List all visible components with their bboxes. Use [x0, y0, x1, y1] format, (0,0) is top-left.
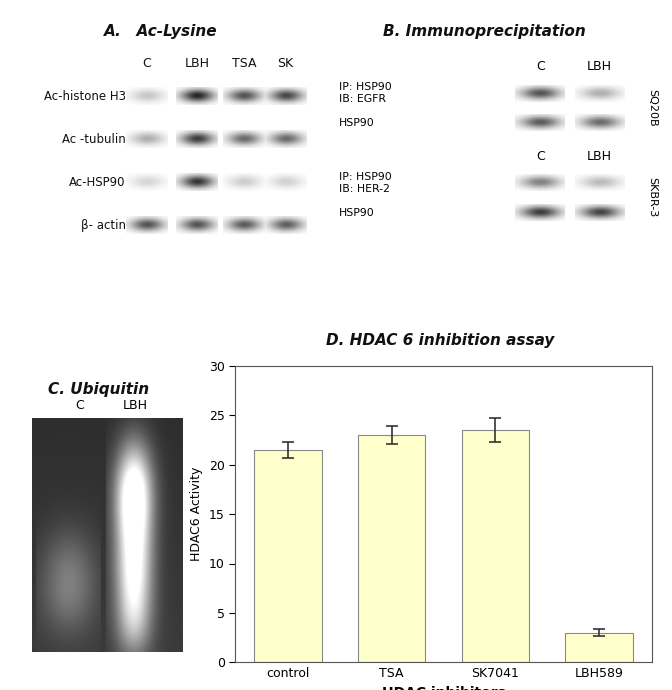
Text: HSP90: HSP90	[339, 118, 375, 128]
Text: LBH: LBH	[587, 60, 612, 73]
Text: HSP90: HSP90	[339, 208, 375, 217]
Text: C: C	[536, 150, 544, 163]
Bar	[462, 430, 529, 662]
Text: C: C	[536, 60, 544, 73]
Text: IB: EGFR: IB: EGFR	[339, 95, 386, 104]
Y-axis label: HDAC6 Activity: HDAC6 Activity	[190, 467, 204, 561]
X-axis label: HDAC inhibitors: HDAC inhibitors	[382, 686, 505, 690]
Text: LBH: LBH	[587, 150, 612, 163]
Text: Ac-histone H3: Ac-histone H3	[44, 90, 126, 103]
Text: LBH: LBH	[123, 400, 149, 413]
Text: Ac-HSP90: Ac-HSP90	[69, 176, 126, 189]
Text: D. HDAC 6 inhibition assay: D. HDAC 6 inhibition assay	[326, 333, 554, 348]
Text: B. Immunoprecipitation: B. Immunoprecipitation	[383, 23, 585, 39]
Text: C: C	[142, 57, 151, 70]
Text: IP: HSP90: IP: HSP90	[339, 172, 392, 181]
Bar	[565, 633, 633, 662]
Text: C. Ubiquitin: C. Ubiquitin	[48, 382, 149, 397]
Text: TSA: TSA	[232, 57, 256, 70]
Bar	[254, 450, 322, 662]
Text: β- actin: β- actin	[81, 219, 126, 233]
Bar	[358, 435, 425, 662]
Text: IP: HSP90: IP: HSP90	[339, 82, 392, 92]
Text: IB: HER-2: IB: HER-2	[339, 184, 390, 194]
Text: A.   Ac-Lysine: A. Ac-Lysine	[104, 23, 218, 39]
Text: SKBR-3: SKBR-3	[647, 177, 657, 218]
Text: SK: SK	[278, 57, 294, 70]
Text: SQ20B: SQ20B	[647, 90, 657, 127]
Text: Ac -tubulin: Ac -tubulin	[62, 133, 126, 146]
Text: LBH: LBH	[184, 57, 209, 70]
Text: C: C	[75, 400, 84, 413]
